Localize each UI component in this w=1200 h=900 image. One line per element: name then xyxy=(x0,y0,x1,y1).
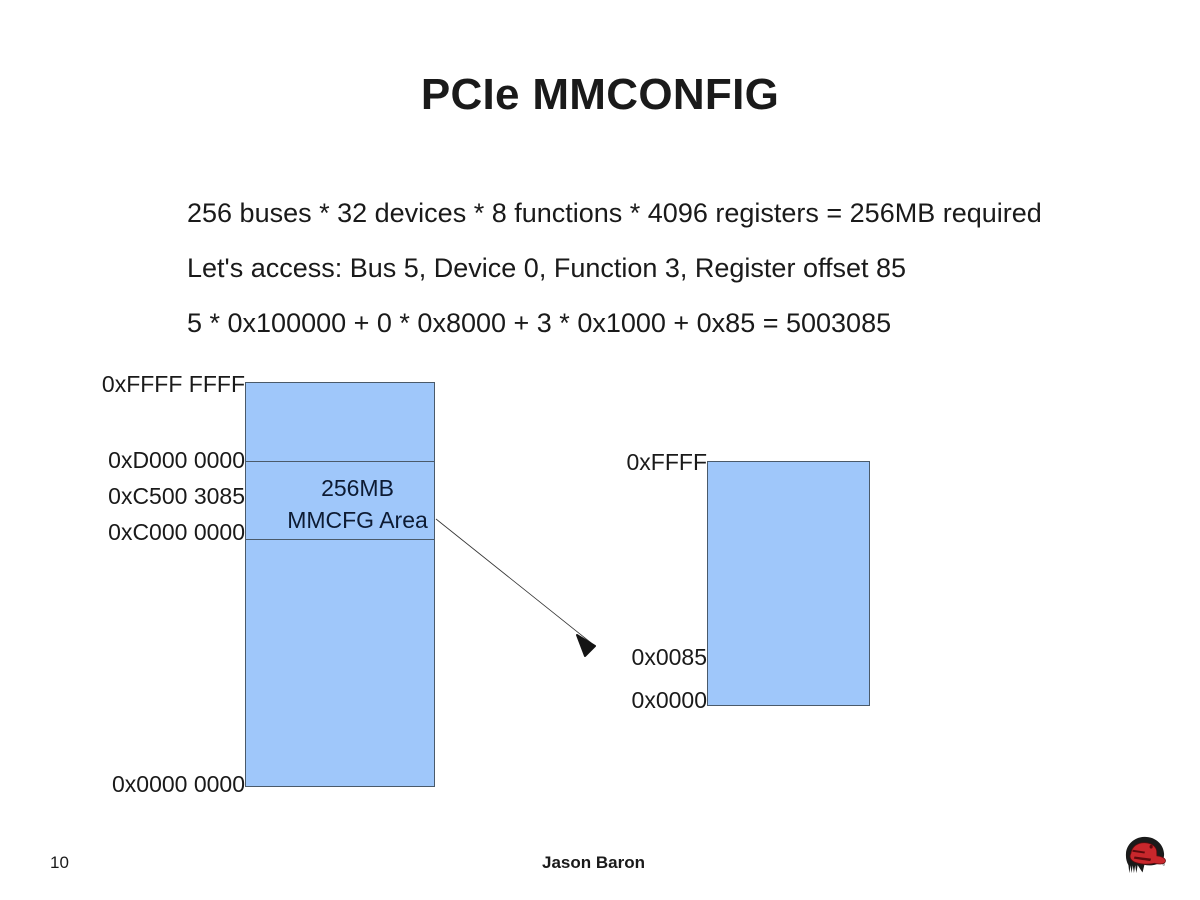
svg-text:R: R xyxy=(1163,864,1164,866)
